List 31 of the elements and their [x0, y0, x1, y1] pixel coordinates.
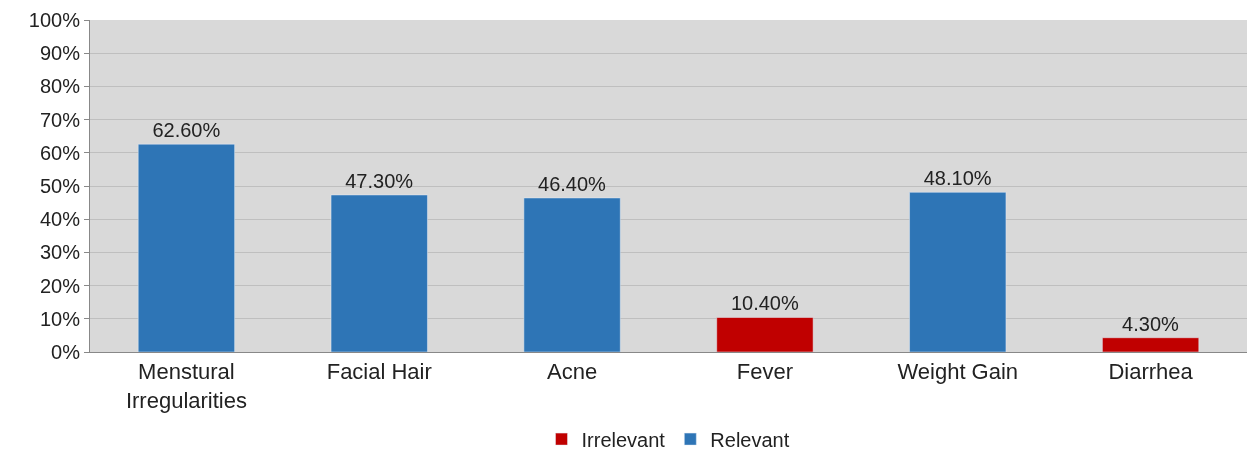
y-tick-label: 50%	[39, 175, 81, 197]
y-tick-label: 0%	[51, 341, 81, 363]
data-label: 4.30%	[1122, 312, 1180, 335]
data-label: 48.10%	[923, 167, 992, 190]
y-tick-label: 40%	[39, 208, 81, 231]
y-tick-label: 90%	[39, 42, 81, 65]
bar	[1102, 337, 1200, 352]
x-tick-label: Facial Hair	[326, 359, 432, 385]
bar	[137, 143, 235, 352]
x-tick-label: Menstural Irregularities	[125, 359, 247, 413]
x-tick-label: Diarrhea	[1108, 359, 1194, 385]
y-tick-label: 70%	[39, 108, 81, 131]
legend-label: Relevant	[710, 428, 790, 451]
data-label: 47.30%	[345, 169, 414, 192]
data-label: 46.40%	[538, 172, 607, 195]
y-tick-label: 10%	[39, 307, 81, 330]
y-tick-label: 20%	[39, 274, 81, 297]
data-label: 10.40%	[730, 292, 799, 315]
data-label: 62.60%	[152, 119, 221, 142]
bar	[330, 194, 428, 352]
bar	[716, 317, 814, 352]
x-tick-label: Fever	[736, 359, 794, 385]
y-tick-label: 60%	[39, 141, 81, 164]
x-tick-label: Weight Gain	[897, 359, 1019, 385]
x-tick-label: Acne	[547, 359, 598, 385]
bar	[523, 197, 621, 352]
y-tick-label: 80%	[39, 75, 81, 98]
y-tick-label: 30%	[39, 241, 81, 264]
legend-label: Irrelevant	[581, 428, 666, 451]
bar	[909, 192, 1007, 352]
y-tick-label: 100%	[28, 9, 81, 31]
